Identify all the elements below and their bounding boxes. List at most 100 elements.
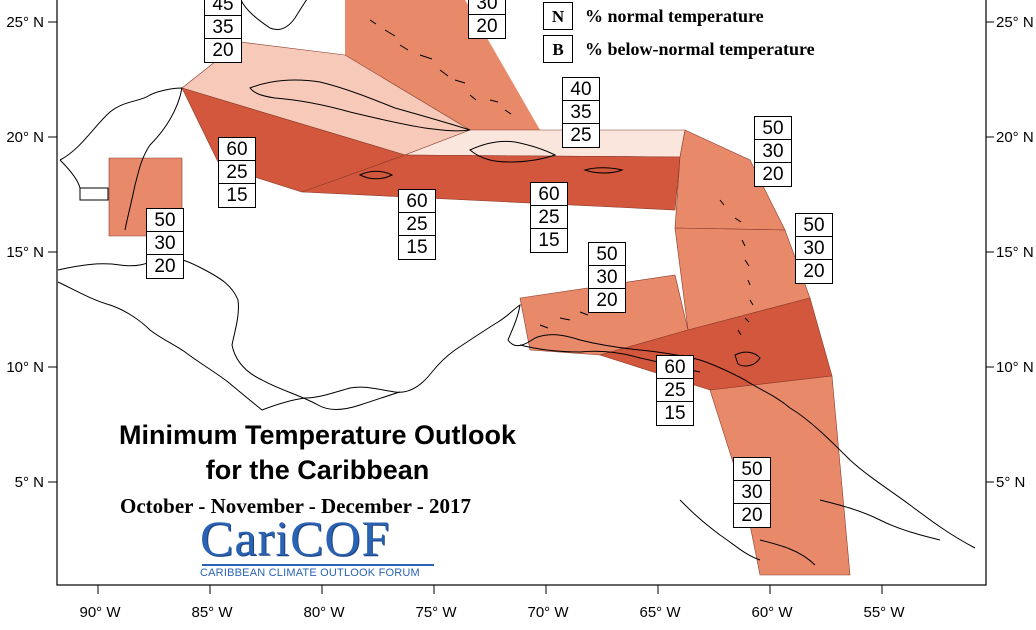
prob-box-hispaniola-north: 40 35 25	[562, 77, 600, 148]
central-america-coast	[57, 256, 401, 410]
panama-coast	[261, 349, 456, 411]
prob-above: 60	[531, 183, 567, 206]
prob-normal: 30	[147, 232, 183, 255]
prob-normal: 35	[563, 101, 599, 124]
prob-normal: 25	[219, 161, 255, 184]
prob-above: 60	[399, 190, 435, 213]
honduras-pacific	[57, 281, 263, 411]
trinidad-island	[734, 351, 761, 367]
prob-normal: 35	[205, 16, 241, 39]
hispaniola-island	[469, 140, 557, 163]
prob-box-puerto-rico: 60 25 15	[530, 182, 568, 253]
bahamas-islands	[369, 19, 512, 115]
prob-box-windward: 50 30 20	[795, 213, 833, 284]
lat-label-25-right: 25° N	[996, 14, 1034, 31]
lon-label-90: 90° W	[79, 604, 121, 621]
prob-above: 50	[589, 243, 625, 266]
legend-normal: N % normal temperature	[543, 2, 764, 30]
lat-label-10-left: 10° N	[6, 359, 44, 376]
prob-above: 50	[734, 458, 770, 481]
prob-below: 20	[803, 261, 825, 282]
mexico-inland	[59, 159, 109, 201]
prob-box-guianas: 50 30 20	[733, 457, 771, 528]
prob-above: 50	[755, 117, 791, 140]
florida-coast	[240, 0, 308, 31]
legend-key-normal: N	[543, 2, 573, 30]
longitude-axis: 90° W 85° W 80° W 75° W 70° W 65° W 60° …	[79, 585, 905, 621]
prob-below: 20	[762, 164, 784, 185]
jamaica-island	[358, 170, 394, 180]
yucatan-coast	[59, 87, 183, 231]
prob-below: 15	[538, 230, 560, 251]
prob-below: 20	[741, 505, 763, 526]
legend-key-below: B	[543, 35, 573, 63]
lat-label-15-right: 15° N	[996, 244, 1034, 261]
lesser-antilles	[719, 199, 754, 336]
lat-label-25-left: 25° N	[6, 14, 44, 31]
prob-below: 20	[476, 16, 498, 37]
abc-islands-outline	[539, 311, 589, 329]
map-period: October - November - December - 2017	[120, 494, 472, 518]
prob-normal: 30	[796, 237, 832, 260]
prob-box-leeward: 50 30 20	[754, 116, 792, 187]
guianas-coast	[789, 407, 976, 549]
prob-box-bahamas-north: 45 35 20	[204, 0, 242, 63]
cuba-island	[249, 79, 471, 132]
colombia-coast	[454, 304, 791, 409]
lat-label-5-right: 5° N	[996, 474, 1025, 491]
lon-label-65: 65° W	[639, 604, 681, 621]
logo-rule	[202, 564, 434, 566]
prob-box-bahamas-turks: 30 20	[468, 0, 506, 39]
prob-above: 45	[205, 0, 241, 16]
prob-normal: 25	[531, 206, 567, 229]
lat-label-5-left: 5° N	[15, 474, 44, 491]
legend-label-normal: % normal temperature	[585, 5, 764, 26]
lon-label-70: 70° W	[527, 604, 569, 621]
lon-label-80: 80° W	[303, 604, 345, 621]
map-title-line1: Minimum Temperature Outlook	[118, 420, 517, 450]
lon-label-55: 55° W	[863, 604, 905, 621]
prob-box-trinidad: 60 25 15	[656, 355, 694, 426]
prob-above: 40	[563, 78, 599, 101]
prob-normal: 30	[469, 0, 505, 15]
prob-below: 15	[226, 185, 248, 206]
lat-label-15-left: 15° N	[6, 244, 44, 261]
zone-bahamas-north	[345, 0, 540, 130]
logo-wordmark: CariCOF	[200, 510, 391, 566]
prob-above: 50	[796, 214, 832, 237]
lat-label-20-left: 20° N	[6, 129, 44, 146]
prob-normal: 25	[399, 213, 435, 236]
coastlines	[57, 0, 976, 566]
legend-below: B % below-normal temperature	[543, 35, 815, 63]
lat-label-20-right: 20° N	[996, 129, 1034, 146]
prob-above: 60	[219, 138, 255, 161]
prob-normal: 30	[755, 140, 791, 163]
prob-box-cayman: 60 25 15	[218, 137, 256, 208]
prob-below: 20	[596, 290, 618, 311]
prob-normal: 30	[589, 266, 625, 289]
map-title-line2: for the Caribbean	[205, 455, 430, 485]
lat-label-10-right: 10° N	[996, 359, 1034, 376]
latitude-axis-left: 25° N 20° N 15° N 10° N 5° N	[6, 14, 57, 491]
latitude-axis-right: 25° N 20° N 15° N 10° N 5° N	[986, 14, 1034, 491]
forecast-zones	[108, 0, 851, 576]
caricof-logo: CariCOF CARIBBEAN CLIMATE OUTLOOK FORUM	[200, 512, 436, 579]
prob-above: 60	[657, 356, 693, 379]
prob-normal: 25	[657, 379, 693, 402]
prob-above: 50	[147, 209, 183, 232]
prob-normal: 30	[734, 481, 770, 504]
logo-tagline: CARIBBEAN CLIMATE OUTLOOK FORUM	[200, 567, 420, 579]
prob-box-jamaica: 60 25 15	[398, 189, 436, 260]
south-america-interior	[679, 499, 941, 566]
lon-label-85: 85° W	[191, 604, 233, 621]
lon-label-60: 60° W	[751, 604, 793, 621]
prob-below: 15	[664, 403, 686, 424]
prob-below: 15	[406, 237, 428, 258]
lon-label-75: 75° W	[415, 604, 457, 621]
prob-below: 20	[154, 256, 176, 277]
legend-label-below: % below-normal temperature	[585, 38, 815, 59]
prob-box-belize: 50 30 20	[146, 208, 184, 279]
prob-below: 20	[212, 40, 234, 61]
prob-box-abc: 50 30 20	[588, 242, 626, 313]
